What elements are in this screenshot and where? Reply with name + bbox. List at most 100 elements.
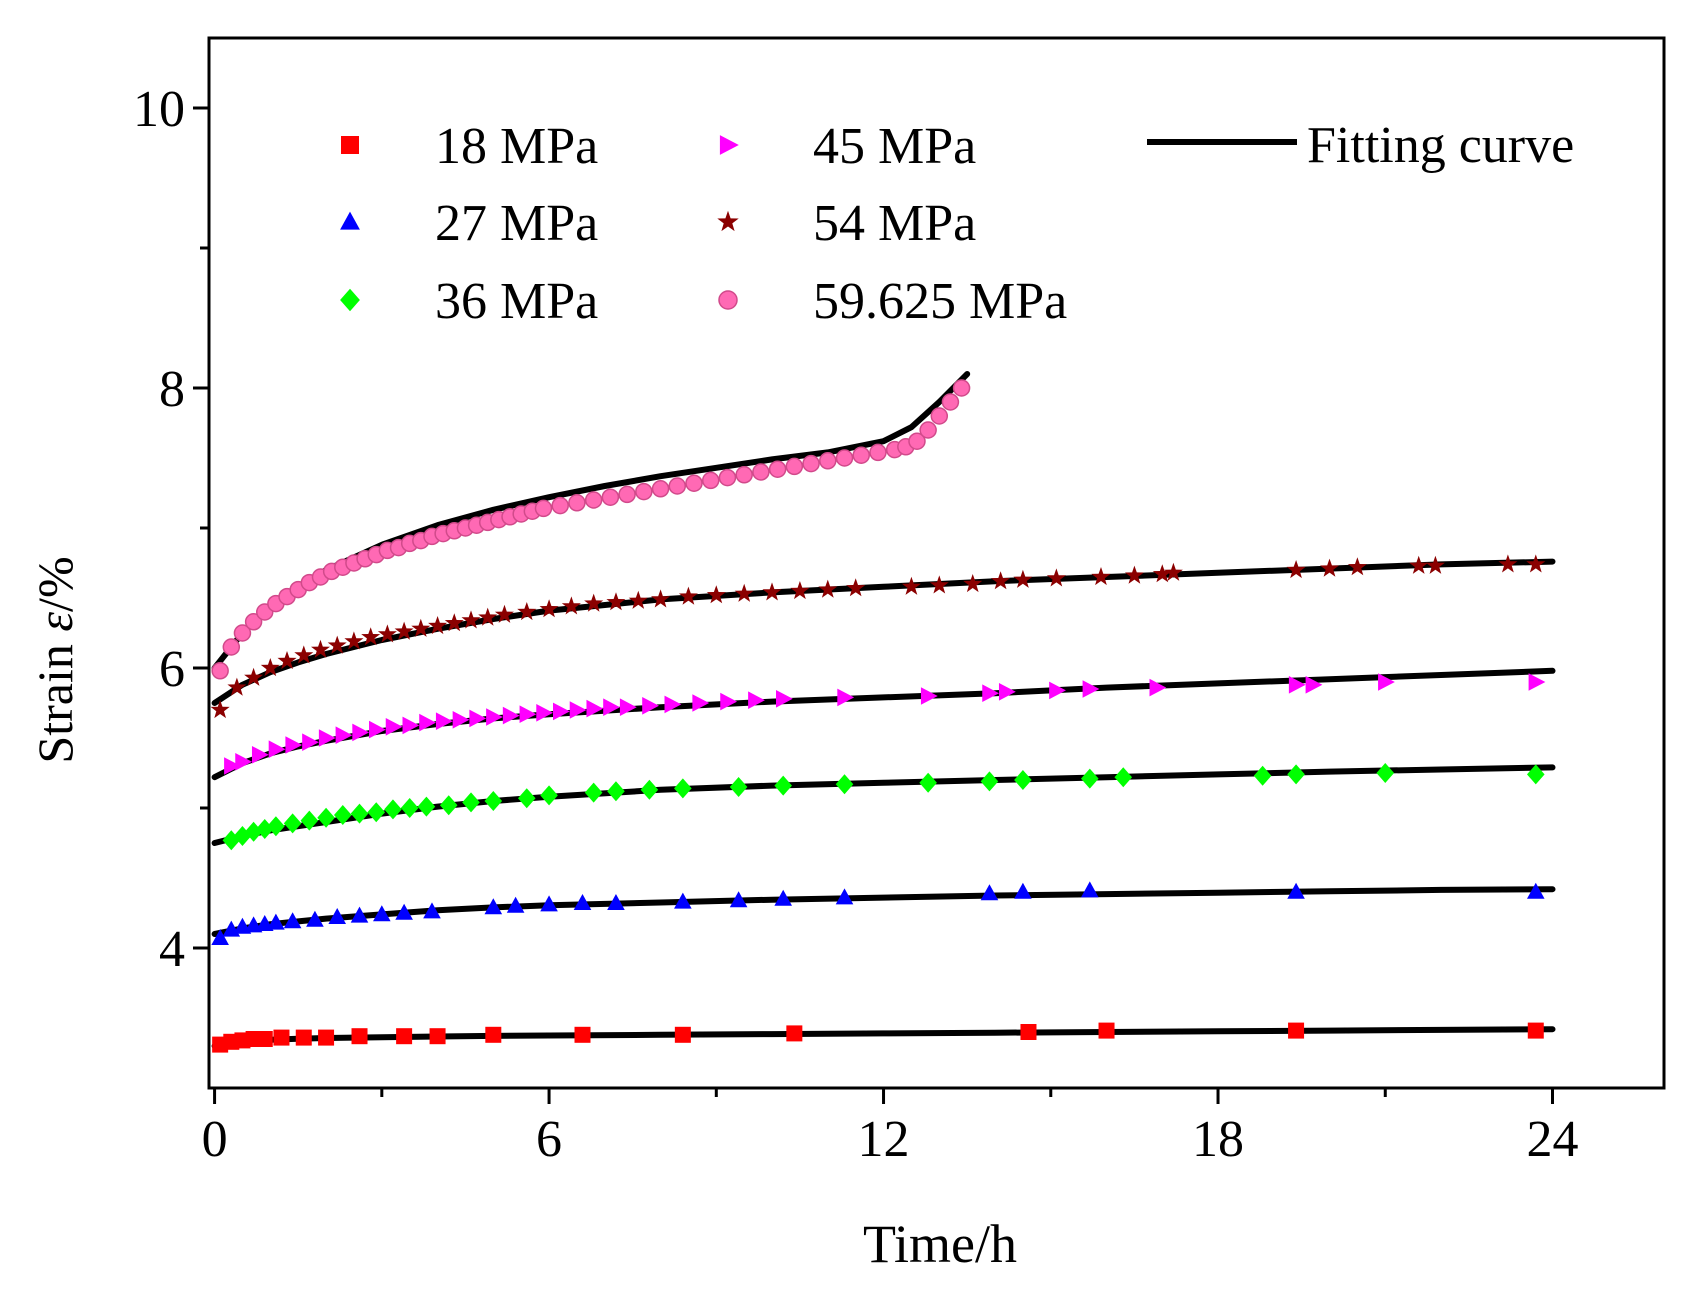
point-27-mpa <box>1081 881 1099 898</box>
point-36-mpa <box>640 779 659 800</box>
y-tick-label: 4 <box>159 921 185 978</box>
legend-marker-45-mpa <box>719 135 739 155</box>
point-36-mpa <box>1287 764 1305 785</box>
point-45-mpa <box>998 683 1016 701</box>
point-54-mpa <box>706 585 726 604</box>
point-54-mpa <box>210 700 230 719</box>
point-45-mpa <box>1305 676 1323 694</box>
point-59-625-mpa <box>768 460 787 478</box>
point-59-625-mpa <box>668 477 687 495</box>
point-27-mpa <box>540 895 558 912</box>
point-18-mpa <box>273 1029 290 1046</box>
point-59-625-mpa <box>584 491 603 509</box>
point-59-625-mpa <box>930 407 949 425</box>
point-59-625-mpa <box>701 471 720 490</box>
point-45-mpa <box>469 709 487 728</box>
point-36-mpa <box>333 805 352 825</box>
fit-curve-54-mpa <box>211 558 1556 706</box>
point-54-mpa <box>1091 567 1111 586</box>
fit-curve-18-mpa <box>211 1026 1556 1049</box>
legend-label: 54 MPa <box>813 195 976 252</box>
point-54-mpa <box>294 645 314 664</box>
point-54-mpa <box>1152 564 1172 583</box>
point-54-mpa <box>1320 558 1339 577</box>
point-54-mpa <box>1163 562 1183 581</box>
point-54-mpa <box>394 621 414 640</box>
point-54-mpa <box>428 616 448 635</box>
point-45-mpa <box>775 690 793 708</box>
point-59-625-mpa <box>718 468 737 487</box>
point-36-mpa <box>1376 763 1395 783</box>
point-36-mpa <box>244 821 263 842</box>
point-59-625-mpa <box>852 446 870 464</box>
legend-label: 27 MPa <box>435 195 598 252</box>
point-36-mpa <box>1526 764 1545 785</box>
point-54-mpa <box>846 578 866 597</box>
point-54-mpa <box>628 590 648 609</box>
point-45-mpa <box>982 684 1000 702</box>
legend-label: 59.625 MPa <box>813 273 1067 330</box>
point-45-mpa <box>268 740 286 758</box>
point-59-625-mpa <box>941 393 960 411</box>
point-54-mpa <box>991 571 1011 590</box>
point-18-mpa <box>351 1028 368 1045</box>
point-59-625-mpa <box>919 421 937 439</box>
point-59-625-mpa <box>869 443 887 462</box>
point-36-mpa <box>540 785 558 806</box>
point-45-mpa <box>720 692 738 711</box>
point-45-mpa <box>285 736 303 754</box>
point-54-mpa <box>1526 554 1546 573</box>
legend-marker-18-mpa <box>341 136 359 154</box>
point-45-mpa <box>486 708 503 726</box>
point-36-mpa <box>919 772 937 793</box>
legend: 18 MPa 27 MPa 36 MPa 45 MPa 54 MPa 59.625 MPa… <box>340 117 1574 330</box>
point-59-625-mpa <box>785 457 804 476</box>
point-54-mpa <box>963 574 983 593</box>
point-59-625-mpa <box>651 480 670 498</box>
point-36-mpa <box>300 810 319 831</box>
point-54-mpa <box>517 602 537 621</box>
point-45-mpa <box>1288 676 1306 694</box>
point-45-mpa <box>335 726 353 744</box>
point-45-mpa <box>586 699 604 718</box>
point-18-mpa <box>786 1025 803 1042</box>
point-59-625-mpa <box>752 463 770 481</box>
point-54-mpa <box>1013 569 1033 588</box>
point-27-mpa <box>484 898 503 915</box>
point-45-mpa <box>402 716 420 735</box>
point-54-mpa <box>444 613 464 632</box>
point-27-mpa <box>980 884 999 901</box>
point-59-625-mpa <box>685 474 703 492</box>
point-18-mpa <box>485 1026 502 1043</box>
point-59-625-mpa <box>551 496 569 515</box>
y-tick-label: 10 <box>133 81 185 138</box>
point-45-mpa <box>692 694 710 712</box>
point-36-mpa <box>1014 770 1032 790</box>
point-18-mpa <box>1527 1022 1544 1039</box>
point-45-mpa <box>536 704 554 722</box>
point-54-mpa <box>344 631 364 650</box>
point-36-mpa <box>222 830 241 851</box>
point-45-mpa <box>664 695 682 714</box>
y-axis-label: Strain ε/% <box>27 556 83 763</box>
ticks-layer: 0 6 12 18 24 4 6 8 10 <box>133 81 1579 1168</box>
point-27-mpa <box>306 910 324 927</box>
point-45-mpa <box>318 729 336 747</box>
y-tick-label: 8 <box>159 361 185 418</box>
point-45-mpa <box>1528 673 1546 691</box>
point-45-mpa <box>235 753 253 771</box>
point-45-mpa <box>502 706 520 725</box>
point-27-mpa <box>506 896 525 913</box>
point-45-mpa <box>1082 680 1100 698</box>
point-59-625-mpa <box>635 482 653 501</box>
point-54-mpa <box>227 677 247 696</box>
data-markers-layer <box>210 379 1546 1053</box>
point-36-mpa <box>1253 765 1272 786</box>
point-54-mpa <box>461 610 481 629</box>
point-54-mpa <box>734 583 754 602</box>
legend-label: 36 MPa <box>435 273 598 330</box>
y-tick-label: 6 <box>159 641 185 698</box>
point-45-mpa <box>1378 673 1395 691</box>
point-59-625-mpa <box>568 494 586 512</box>
